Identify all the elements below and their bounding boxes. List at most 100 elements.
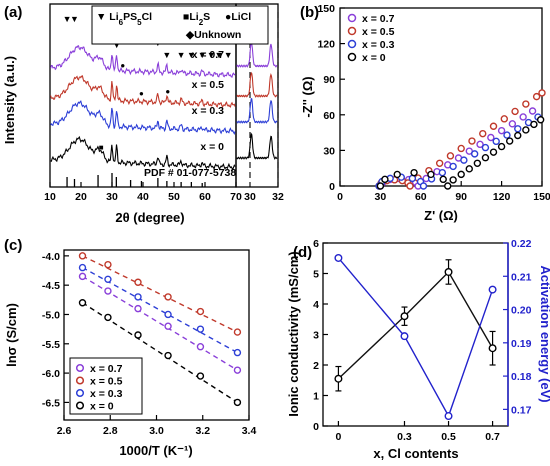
panel-c-ytick-label: -5.5 xyxy=(42,339,60,351)
panel-d-ylabel-left: Ionic conductivity (mS/cm) xyxy=(286,251,301,416)
panel-d-ytick-left-label: 0 xyxy=(313,421,319,433)
panel-c-legend-marker xyxy=(75,376,85,385)
li6ps5cl-marker: ▼ xyxy=(224,50,233,60)
nyquist-point xyxy=(476,140,484,149)
arrhenius-point xyxy=(78,263,87,272)
panel-a-xtick-label: 20 xyxy=(75,191,87,203)
panel-a-xtick-label: 50 xyxy=(168,191,180,203)
panel-d-xtick-label: 0.3 xyxy=(397,431,412,443)
arrhenius-point xyxy=(164,351,172,360)
panel-a-inset-xtick-label: 30 xyxy=(244,191,256,203)
li6ps5cl-marker: ▼ xyxy=(70,14,79,24)
ionic-conductivity-line xyxy=(337,270,494,380)
nyquist-point xyxy=(511,107,519,116)
nyquist-point xyxy=(489,122,498,130)
arrhenius-point xyxy=(104,260,112,269)
panel-a-inset-xtick-label: 32 xyxy=(272,191,284,203)
panel-b-ytick-label: 150 xyxy=(317,3,335,15)
xrd-series-label: x = 0.5 xyxy=(192,79,225,91)
panel-c-ytick-label: -4.5 xyxy=(42,280,60,292)
panel-c-legend-label: x = 0.3 xyxy=(90,388,123,400)
panel-b-frame xyxy=(339,7,543,187)
arrhenius-point xyxy=(134,278,142,286)
panel-d-ylabel-right: Activation energy (eV) xyxy=(538,265,550,402)
panel-b-legend: x = 0.7x = 0.5x = 0.3x = 0 xyxy=(347,13,395,64)
li2s-marker: ■ xyxy=(99,143,104,152)
legend-item-licl: ●LiCl xyxy=(225,11,251,23)
legend-text-part: 6 xyxy=(119,18,124,27)
panel-b-ytick-label: 0 xyxy=(329,181,335,193)
li6ps5cl-marker: ▼ xyxy=(162,50,171,60)
panel-b-xlabel: Z' (Ω) xyxy=(424,208,458,223)
nyquist-point xyxy=(536,116,545,124)
panel-d-ytick-left-label: 4 xyxy=(313,299,319,311)
panel-d-ytick-left-label: 6 xyxy=(313,238,319,250)
nyquist-point xyxy=(503,131,511,139)
panel-a-xtick-label: 70 xyxy=(230,191,242,203)
panel-c-xtick-label: 2.6 xyxy=(57,425,72,437)
arrhenius-point xyxy=(196,372,205,380)
arrhenius-point xyxy=(78,252,87,260)
legend-text-part: ■Li xyxy=(183,11,199,23)
ionic-conductivity-point xyxy=(334,374,343,383)
panel-a-xlabel: 2θ (degree) xyxy=(115,210,184,225)
nyquist-point xyxy=(457,144,465,153)
panel-b-xtick-label: 90 xyxy=(455,191,467,203)
nyquist-point xyxy=(481,154,490,162)
xrd-series-label: x = 0.3 xyxy=(192,105,225,117)
panel-c: (c) 2.6 2.8 3.0 3.2 3.4 -4.0 -4.5 -5.0 -5.5 -6.0 -… xyxy=(4,237,256,458)
li6ps5cl-marker: ▼ xyxy=(207,50,216,60)
arrhenius-point xyxy=(233,398,242,407)
panel-b-ylabel: -Z'' (Ω) xyxy=(300,76,315,117)
panel-d-label: (d) xyxy=(293,244,312,261)
panel-b-legend-marker xyxy=(347,26,357,36)
nyquist-point xyxy=(514,131,522,140)
arrhenius-point xyxy=(196,307,205,316)
panel-c-xtick-label: 3.4 xyxy=(242,425,257,437)
legend-text-part: PS xyxy=(123,11,137,23)
panel-b-ytick-label: 30 xyxy=(323,145,335,157)
nyquist-point xyxy=(473,159,482,167)
licl-marker: ● xyxy=(165,87,170,96)
panel-c-legend-label: x = 0.7 xyxy=(90,363,123,375)
nyquist-point xyxy=(530,120,538,129)
panel-c-xlabel: 1000/T (K⁻¹) xyxy=(119,443,192,458)
arrhenius-point xyxy=(104,275,112,284)
licl-marker: ● xyxy=(139,89,144,98)
panel-a-label: (a) xyxy=(4,4,22,21)
ionic-conductivity-point xyxy=(488,344,497,353)
nyquist-point xyxy=(376,182,385,190)
nyquist-point xyxy=(470,150,479,158)
xrd-inset-pattern-line xyxy=(236,40,278,68)
panel-d-ytick-right-label: 0.20 xyxy=(511,305,532,317)
xrd-inset-pattern-line xyxy=(236,97,278,124)
panel-c-legend-label: x = 0 xyxy=(90,401,114,413)
panel-c-ylabel: lnσ (S/cm) xyxy=(4,303,19,367)
nyquist-point xyxy=(439,175,447,184)
arrhenius-point xyxy=(104,313,112,322)
panel-d-plot: 0 0.3 0.5 0.7 0 1 2 3 4 5 6 0.17 0.18 0.19 0.20 0.21 0.2… xyxy=(313,238,531,443)
panel-b-legend-label: x = 0.7 xyxy=(362,13,395,25)
li6ps5cl-marker: ▼ xyxy=(177,50,186,60)
panel-d-ytick-right-label: 0.18 xyxy=(511,371,532,383)
nyquist-point xyxy=(497,142,506,151)
ionic-conductivity-point xyxy=(400,312,409,321)
li6ps5cl-marker: ▼ xyxy=(214,50,223,60)
nyquist-point xyxy=(519,113,527,121)
arrhenius-point xyxy=(196,343,205,351)
arrhenius-point xyxy=(104,287,112,295)
panel-c-legend-marker xyxy=(75,401,85,410)
xrd-inset-pattern-line xyxy=(236,132,278,160)
nyquist-point xyxy=(381,175,389,184)
panel-d-ytick-left-label: 1 xyxy=(313,391,319,403)
nyquist-point xyxy=(435,159,444,167)
panel-b-plot: 0 30 60 90 120 150 0 30 60 90 120 150 xyxy=(317,3,550,203)
li6ps5cl-marker: ▼ xyxy=(187,50,196,60)
nyquist-point xyxy=(505,137,514,145)
panel-c-plot: 2.6 2.8 3.0 3.2 3.4 -4.0 -4.5 -5.0 -5.5 -6.0 -6.5 xyxy=(42,251,257,437)
legend-text-part: ▼ Li xyxy=(96,11,119,23)
panel-c-ytick-label: -5.0 xyxy=(42,309,60,321)
nyquist-point xyxy=(492,137,500,146)
nyquist-point xyxy=(522,100,530,108)
